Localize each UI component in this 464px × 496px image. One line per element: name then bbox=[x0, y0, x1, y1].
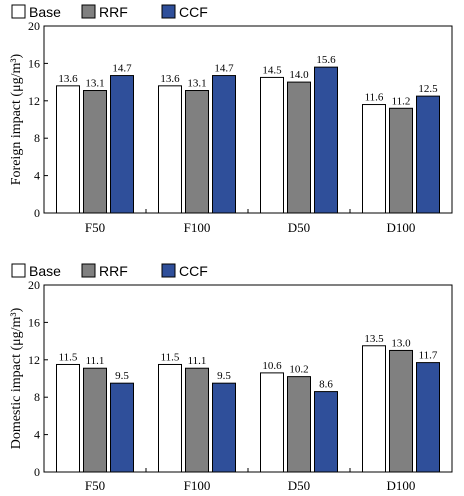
y-tick-label: 20 bbox=[28, 19, 40, 33]
data-label: 11.6 bbox=[365, 92, 384, 104]
data-label: 11.1 bbox=[86, 355, 105, 367]
y-tick-label: 8 bbox=[34, 131, 40, 145]
legend-label: RRF bbox=[99, 4, 128, 20]
x-tick-label: D50 bbox=[288, 220, 310, 235]
bar-rrf bbox=[185, 367, 209, 473]
y-tick-label: 0 bbox=[34, 206, 40, 220]
data-label: 9.5 bbox=[115, 370, 129, 382]
x-tick-label: D50 bbox=[288, 478, 310, 493]
y-tick-label: 12 bbox=[28, 353, 40, 367]
legend-swatch-rrf bbox=[81, 4, 96, 19]
data-label: 11.5 bbox=[161, 351, 180, 363]
bar-ccf bbox=[110, 75, 134, 214]
bar-ccf bbox=[416, 95, 440, 214]
x-tick-label: F100 bbox=[184, 478, 211, 493]
bar-ccf bbox=[314, 391, 338, 473]
y-axis-label: Foreign impact (μg/m³) bbox=[9, 53, 24, 185]
y-tick-label: 16 bbox=[28, 56, 40, 70]
bar-rrf bbox=[83, 90, 107, 214]
bar-ccf bbox=[110, 382, 134, 473]
data-label: 15.6 bbox=[316, 54, 336, 66]
bar-rrf bbox=[389, 107, 413, 214]
data-label: 13.6 bbox=[160, 73, 180, 85]
y-tick-label: 8 bbox=[34, 390, 40, 404]
data-label: 14.7 bbox=[214, 63, 234, 75]
x-tick-label: F50 bbox=[85, 220, 105, 235]
data-label: 14.7 bbox=[112, 63, 132, 75]
legend-swatch-ccf bbox=[161, 4, 176, 19]
data-label: 10.6 bbox=[262, 360, 282, 372]
y-tick-label: 4 bbox=[34, 428, 40, 442]
x-tick-label: D100 bbox=[387, 220, 416, 235]
y-tick-label: 0 bbox=[34, 465, 40, 479]
legend-label: Base bbox=[29, 263, 61, 279]
data-label: 10.2 bbox=[289, 364, 308, 376]
data-label: 13.6 bbox=[58, 73, 78, 85]
bar-ccf bbox=[314, 66, 338, 214]
bar-rrf bbox=[83, 367, 107, 473]
legend-swatch-rrf bbox=[81, 263, 96, 278]
data-label: 11.7 bbox=[419, 350, 438, 362]
legend-swatch-base bbox=[11, 263, 26, 278]
x-tick-label: F50 bbox=[85, 478, 105, 493]
data-label: 13.5 bbox=[364, 333, 384, 345]
legend-swatch-ccf bbox=[161, 263, 176, 278]
bar-ccf bbox=[212, 382, 236, 473]
bar-rrf bbox=[287, 81, 311, 214]
data-label: 13.0 bbox=[391, 337, 411, 349]
bar-ccf bbox=[212, 75, 236, 214]
data-label: 13.1 bbox=[187, 78, 206, 90]
bar-rrf bbox=[389, 349, 413, 473]
legend-swatch-base bbox=[11, 4, 26, 19]
legend-label: Base bbox=[29, 4, 61, 20]
data-label: 12.5 bbox=[418, 83, 438, 95]
y-tick-label: 4 bbox=[34, 169, 40, 183]
data-label: 11.2 bbox=[392, 95, 411, 107]
bar-base bbox=[56, 363, 80, 473]
data-label: 8.6 bbox=[319, 379, 333, 391]
bar-rrf bbox=[287, 376, 311, 473]
bar-base bbox=[158, 363, 182, 473]
data-label: 11.5 bbox=[59, 351, 78, 363]
data-label: 13.1 bbox=[85, 78, 104, 90]
data-label: 14.5 bbox=[262, 64, 282, 76]
bar-base bbox=[362, 345, 386, 473]
bar-base bbox=[56, 85, 80, 214]
bar-rrf bbox=[185, 90, 209, 214]
data-label: 9.5 bbox=[217, 370, 231, 382]
bar-base bbox=[362, 104, 386, 214]
x-tick-label: D100 bbox=[387, 478, 416, 493]
y-axis-label: Domestic impact (μg/m³) bbox=[9, 307, 24, 449]
x-tick-label: F100 bbox=[184, 220, 211, 235]
bar-base bbox=[260, 76, 284, 214]
data-label: 14.0 bbox=[289, 69, 309, 81]
legend-label: CCF bbox=[179, 263, 208, 279]
data-label: 11.1 bbox=[188, 355, 207, 367]
bar-ccf bbox=[416, 362, 440, 473]
legend-label: RRF bbox=[99, 263, 128, 279]
y-tick-label: 12 bbox=[28, 94, 40, 108]
bar-base bbox=[158, 85, 182, 214]
legend-label: CCF bbox=[179, 4, 208, 20]
bar-base bbox=[260, 372, 284, 473]
y-tick-label: 20 bbox=[28, 278, 40, 292]
y-tick-label: 16 bbox=[28, 315, 40, 329]
